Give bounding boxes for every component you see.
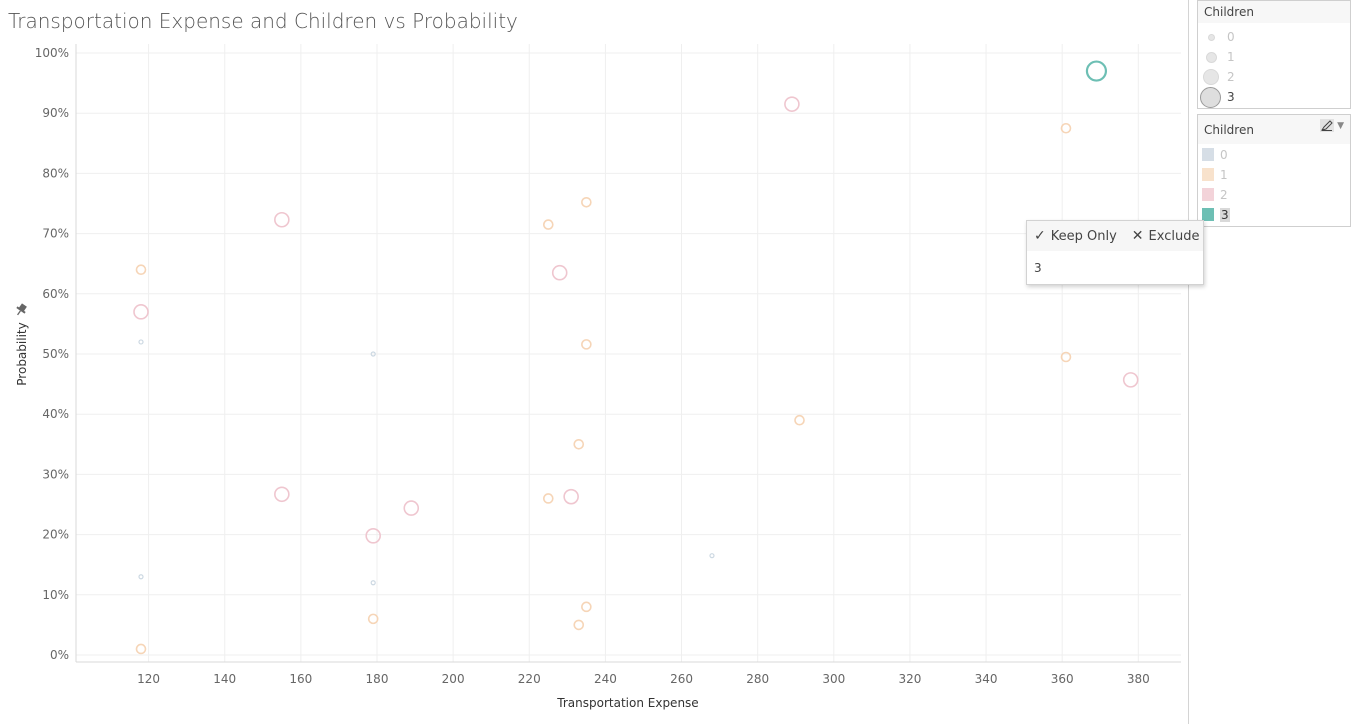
data-point — [573, 619, 585, 631]
x-tick-label: 180 — [366, 672, 389, 686]
x-tick-label: 300 — [822, 672, 845, 686]
data-point — [138, 574, 144, 580]
chart-title: Transportation Expense and Children vs P… — [8, 9, 518, 33]
data-point — [274, 486, 290, 503]
color-swatch — [1202, 168, 1214, 181]
y-tick-label: 50% — [42, 347, 69, 361]
tooltip-value: 3 — [1034, 261, 1042, 275]
y-tick-label: 90% — [42, 106, 69, 120]
data-point — [784, 96, 800, 112]
close-icon: ✕ — [1131, 228, 1144, 244]
data-point — [365, 528, 381, 544]
size-legend-title: Children — [1198, 1, 1350, 23]
keep-only-button[interactable]: ✓ Keep Only — [1034, 228, 1117, 244]
size-legend-item[interactable]: 2 — [1198, 67, 1350, 87]
data-point — [1060, 122, 1072, 134]
pen-icon — [1320, 119, 1335, 132]
data-point — [542, 219, 554, 230]
x-axis-title: Transportation Expense — [556, 696, 698, 710]
color-legend-item[interactable]: 2 — [1198, 185, 1350, 205]
axes: 120 140 160 180 200 220 240 260 280 300 320 340 360 3… — [15, 44, 1181, 710]
exclude-button[interactable]: ✕ Exclude — [1131, 228, 1200, 244]
data-point — [367, 613, 379, 625]
chevron-down-icon: ▼ — [1337, 120, 1344, 131]
data-point — [551, 264, 568, 281]
data-point — [542, 493, 554, 504]
color-legend-item[interactable]: 0 — [1198, 145, 1350, 165]
size-legend-item[interactable]: 0 — [1198, 27, 1350, 47]
pin-icon[interactable] — [13, 302, 28, 318]
color-swatch — [1202, 148, 1214, 161]
x-tick-label: 160 — [289, 672, 312, 686]
data-point — [370, 351, 376, 357]
color-legend-item[interactable]: 3 — [1198, 205, 1350, 225]
marks — [133, 60, 1139, 655]
x-tick-label: 360 — [1051, 672, 1074, 686]
x-tick-label: 140 — [213, 672, 236, 686]
scatter-chart: 120 140 160 180 200 220 240 260 280 300 320 340 360 3… — [13, 44, 1181, 710]
data-point — [133, 304, 149, 320]
color-legend-title: Children — [1204, 123, 1254, 137]
data-point — [138, 339, 144, 345]
data-point — [370, 580, 376, 586]
check-icon: ✓ — [1034, 228, 1046, 244]
y-tick-label: 100% — [35, 46, 69, 60]
data-point — [794, 414, 805, 426]
plot-area — [76, 44, 1181, 662]
data-point — [1060, 351, 1072, 363]
data-point — [581, 339, 592, 350]
x-tick-label: 280 — [746, 672, 769, 686]
data-point — [1122, 372, 1139, 388]
size-legend-item[interactable]: 1 — [1198, 47, 1350, 67]
action-tooltip: ✓ Keep Only ✕ Exclude 3 — [1026, 220, 1204, 285]
data-point — [581, 196, 592, 208]
y-tick-label: 10% — [42, 588, 69, 602]
data-point — [709, 553, 715, 559]
data-point — [274, 211, 290, 228]
data-point — [135, 264, 147, 276]
y-axis-title: Probability — [15, 322, 29, 385]
data-point — [403, 500, 420, 516]
color-swatch — [1202, 208, 1214, 221]
size-legend-item[interactable]: 3 — [1198, 87, 1350, 108]
y-tick-label: 30% — [42, 467, 69, 481]
x-tick-label: 220 — [518, 672, 541, 686]
x-tick-label: 340 — [975, 672, 998, 686]
highlight-toggle[interactable]: ▼ — [1320, 119, 1344, 132]
x-tick-label: 260 — [670, 672, 693, 686]
data-point — [573, 438, 585, 450]
grid — [76, 44, 1181, 662]
data-point — [135, 643, 147, 655]
size-legend: Children 0 1 2 3 — [1197, 0, 1351, 109]
x-tick-label: 240 — [594, 672, 617, 686]
data-point — [1085, 60, 1108, 82]
color-legend: Children ▼ 0 1 2 3 — [1197, 114, 1351, 227]
color-swatch — [1202, 188, 1214, 201]
color-legend-item[interactable]: 1 — [1198, 165, 1350, 185]
y-tick-label: 20% — [42, 528, 69, 542]
y-tick-label: 60% — [42, 287, 69, 301]
x-tick-label: 200 — [442, 672, 465, 686]
data-point — [581, 601, 592, 613]
pane-divider — [1188, 0, 1189, 724]
x-tick-label: 320 — [898, 672, 921, 686]
x-tick-label: 380 — [1127, 672, 1150, 686]
y-tick-label: 80% — [42, 166, 69, 180]
x-tick-label: 120 — [137, 672, 160, 686]
y-tick-label: 70% — [42, 227, 69, 241]
y-tick-label: 40% — [42, 407, 69, 421]
data-point — [563, 488, 579, 505]
y-tick-label: 0% — [50, 648, 69, 662]
